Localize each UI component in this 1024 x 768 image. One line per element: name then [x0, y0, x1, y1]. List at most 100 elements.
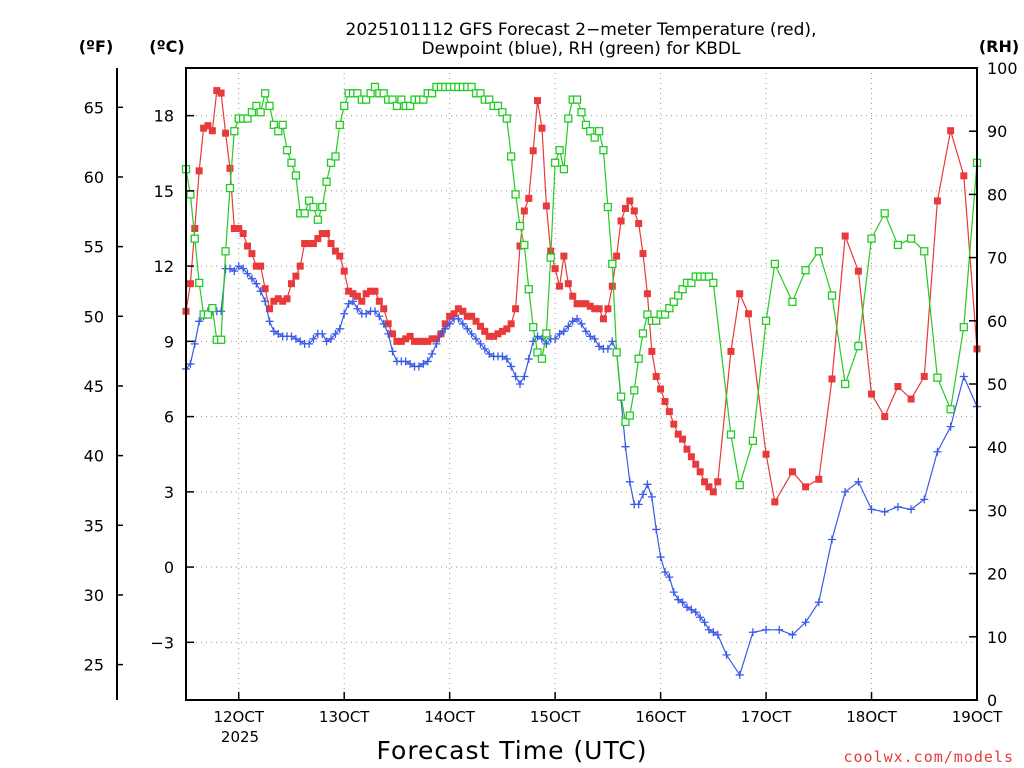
rh-point: [581, 120, 591, 130]
temperature-point: [683, 445, 691, 453]
dewpoint-point: [507, 362, 516, 371]
rh-tick-label: 30: [987, 501, 1007, 520]
rh-line: [185, 85, 978, 486]
temperature-point: [802, 483, 810, 491]
temperature-point: [490, 332, 498, 340]
temperature-point: [349, 290, 357, 298]
temperature-point: [498, 327, 506, 335]
temperature-point: [652, 372, 660, 380]
temperature-point: [569, 292, 577, 300]
rh-point: [353, 89, 362, 98]
temperature-point: [243, 242, 251, 250]
celsius-tick-label: 15: [154, 182, 174, 201]
dewpoint-point: [762, 625, 771, 634]
rh-point: [959, 322, 968, 332]
dewpoint-point: [441, 324, 450, 333]
dewpoint-point: [379, 319, 388, 328]
rh-point: [634, 354, 643, 363]
temperature-point: [402, 335, 410, 343]
temperature-point: [551, 265, 559, 273]
dewpoint-point: [230, 267, 239, 276]
temperature-point: [301, 240, 309, 248]
x-tick-label: 18OCT: [846, 708, 897, 726]
temperature-point: [503, 325, 511, 333]
year-label: 2025: [221, 728, 259, 746]
temperature-point: [679, 435, 687, 443]
temperature-point: [371, 287, 379, 295]
rh-point: [577, 108, 586, 117]
dewpoint-point: [559, 327, 568, 336]
dewpoint-point: [682, 603, 691, 612]
dewpoint-point: [190, 339, 199, 348]
dewpoint-point: [735, 670, 744, 679]
dewpoint-point: [691, 608, 700, 617]
dewpoint-point: [827, 535, 836, 544]
dewpoint-point: [291, 334, 300, 343]
rh-tick-label: 0: [987, 691, 997, 710]
fahrenheit-tick-label: 50: [84, 307, 104, 326]
rh-tick-label: 20: [987, 565, 1007, 584]
dewpoint-point: [608, 337, 617, 346]
rh-point: [537, 354, 547, 363]
temperature-series: [182, 87, 981, 506]
temperature-point: [687, 453, 695, 461]
tick-labels: 12OCT 13OCT 14OCT 15OCT 16OCT 17OCT 18OCT 19OCT…: [84, 59, 1018, 726]
data-series: [181, 82, 982, 679]
temperature-point: [494, 330, 502, 338]
temperature-point: [639, 250, 647, 258]
rh-point: [687, 278, 696, 288]
rh-point: [427, 89, 437, 98]
rh-point: [704, 272, 714, 281]
temperature-point: [222, 129, 230, 137]
rh-point: [906, 234, 916, 243]
dewpoint-point: [621, 442, 630, 451]
fahrenheit-tick-label: 60: [84, 168, 104, 187]
temperature-point: [788, 468, 796, 476]
temperature-point: [512, 305, 520, 313]
temperature-point: [454, 305, 462, 313]
rh-point: [546, 253, 555, 262]
temperature-point: [894, 383, 902, 391]
rh-point: [933, 373, 942, 382]
temperature-point: [375, 297, 383, 305]
dewpoint-point: [920, 495, 929, 504]
temperature-point: [419, 337, 427, 345]
rh-point: [652, 316, 661, 325]
dewpoint-point: [353, 304, 362, 313]
dewpoint-point: [331, 329, 340, 338]
temperature-point: [380, 305, 388, 313]
temperature-point: [520, 207, 528, 215]
temperature-point: [534, 97, 542, 105]
temperature-point: [323, 230, 331, 238]
rh-point: [801, 266, 810, 275]
rh-point: [669, 297, 678, 306]
dewpoint-point: [590, 334, 599, 343]
temperature-point: [692, 460, 700, 468]
rh-point: [216, 335, 226, 344]
rh-point: [493, 101, 503, 111]
temperature-point: [309, 240, 317, 248]
temperature-point: [591, 305, 599, 313]
temperature-point: [384, 320, 392, 328]
dewpoint-point: [186, 359, 195, 368]
dewpoint-point: [406, 359, 415, 368]
rh-point: [507, 152, 516, 161]
temperature-point: [195, 167, 203, 175]
rh-point: [946, 405, 955, 414]
temperature-point: [424, 337, 432, 345]
rh-point: [748, 436, 758, 446]
temperature-point: [415, 337, 423, 345]
temperature-point: [538, 124, 546, 132]
dewpoint-point: [498, 352, 507, 361]
dewpoint-point: [458, 319, 467, 328]
temperature-point: [367, 287, 375, 295]
rh-point: [854, 341, 863, 351]
temperature-point: [529, 147, 537, 155]
temperature-point: [283, 295, 291, 303]
plot-frame: [185, 67, 978, 701]
dewpoint-point: [687, 605, 696, 614]
temperature-point: [947, 127, 955, 135]
rh-tick-label: 10: [987, 628, 1007, 647]
temperature-point: [657, 385, 665, 393]
dewpoint-point: [243, 269, 252, 278]
